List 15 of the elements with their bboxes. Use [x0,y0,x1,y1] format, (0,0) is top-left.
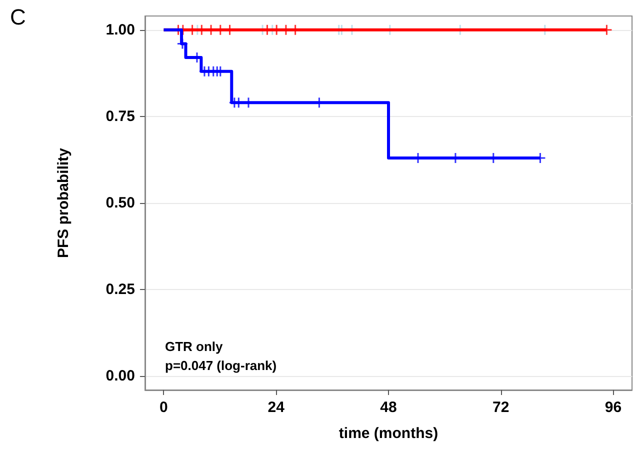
text: C [10,4,26,30]
annotation: GTR only [165,339,224,354]
y-tick-label: 0.00 [106,368,135,385]
x-tick-label: 72 [492,399,510,416]
y-tick-label: 0.50 [106,194,135,212]
y-tick-label: 0.75 [106,108,135,125]
y-tick-label: 1.00 [106,21,135,38]
x-tick-label: 0 [160,399,168,416]
x-tick-label: 96 [604,399,622,416]
y-axis-title: PFS probability [55,147,72,258]
x-tick-label: 24 [268,399,286,416]
x-tick-label: 48 [380,399,397,416]
annotation: p=0.047 (log-rank) [165,358,277,373]
x-axis-title: time (months) [338,425,438,442]
y-tick-label: 0.25 [106,281,135,298]
